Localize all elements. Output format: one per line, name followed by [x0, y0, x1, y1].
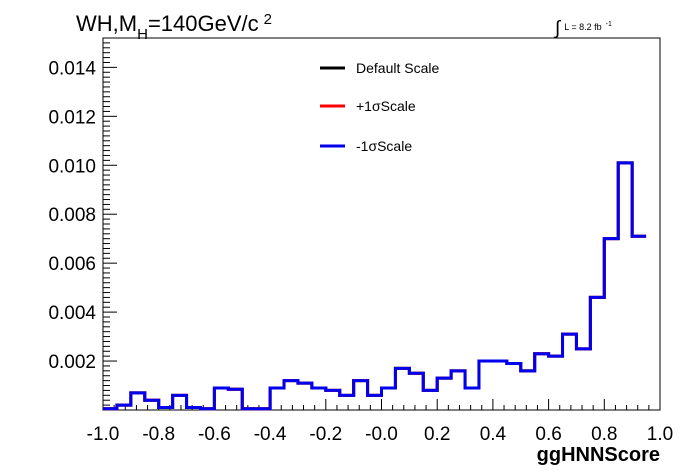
x-tick-label: -0.0: [365, 424, 398, 445]
y-tick-label: 0.008: [48, 205, 96, 226]
y-axis-tick-labels: 0.002 0.004 0.006 0.008 0.010 0.012 0.014: [48, 58, 96, 373]
title-main: WH,M: [76, 11, 137, 36]
y-tick-label: 0.012: [48, 107, 96, 128]
legend-entry-1: +1σScale: [356, 98, 416, 114]
luminosity-superscript: -1: [606, 21, 612, 28]
title-subscript: H: [137, 26, 148, 43]
x-tick-label: 0.2: [424, 424, 450, 445]
y-tick-label: 0.010: [48, 156, 96, 177]
legend-entry-0: Default Scale: [356, 60, 439, 76]
series-line-1: [103, 161, 647, 411]
x-tick-label: 0.4: [480, 424, 507, 445]
series-line-2: [103, 161, 647, 411]
plot-frame: [102, 37, 661, 411]
chart-title: WH,MH=140GeV/c 2: [76, 11, 272, 43]
y-tick-label: 0.014: [48, 58, 96, 79]
series-line-0: [103, 161, 647, 411]
x-tick-label: -1.0: [87, 424, 120, 445]
y-axis-ticks: [103, 42, 117, 411]
y-tick-label: 0.004: [48, 303, 96, 324]
x-tick-label: -0.2: [309, 424, 342, 445]
legend: Default Scale +1σScale -1σScale: [320, 60, 439, 154]
x-axis-tick-labels: -1.0 -0.8 -0.6 -0.4 -0.2 -0.0 0.2 0.4 0.6 0.8 1.0: [87, 424, 674, 445]
x-tick-label: 1.0: [647, 424, 673, 445]
title-rest: =140GeV/c: [148, 11, 259, 36]
x-tick-label: 0.6: [535, 424, 561, 445]
x-tick-label: -0.6: [198, 424, 231, 445]
luminosity-text: L = 8.2 fb: [564, 22, 601, 32]
histogram-series: [103, 161, 647, 411]
x-axis-title: ggHNNScore: [537, 444, 660, 466]
integral-sign: ∫: [554, 18, 562, 39]
x-tick-label: -0.4: [254, 424, 287, 445]
y-tick-label: 0.006: [48, 254, 96, 275]
luminosity-label: ∫ L = 8.2 fb -1: [554, 18, 612, 39]
title-superscript: 2: [264, 11, 272, 28]
legend-entry-2: -1σScale: [356, 138, 412, 154]
x-tick-label: 0.8: [591, 424, 617, 445]
y-tick-label: 0.002: [48, 352, 96, 373]
x-tick-label: -0.8: [142, 424, 175, 445]
